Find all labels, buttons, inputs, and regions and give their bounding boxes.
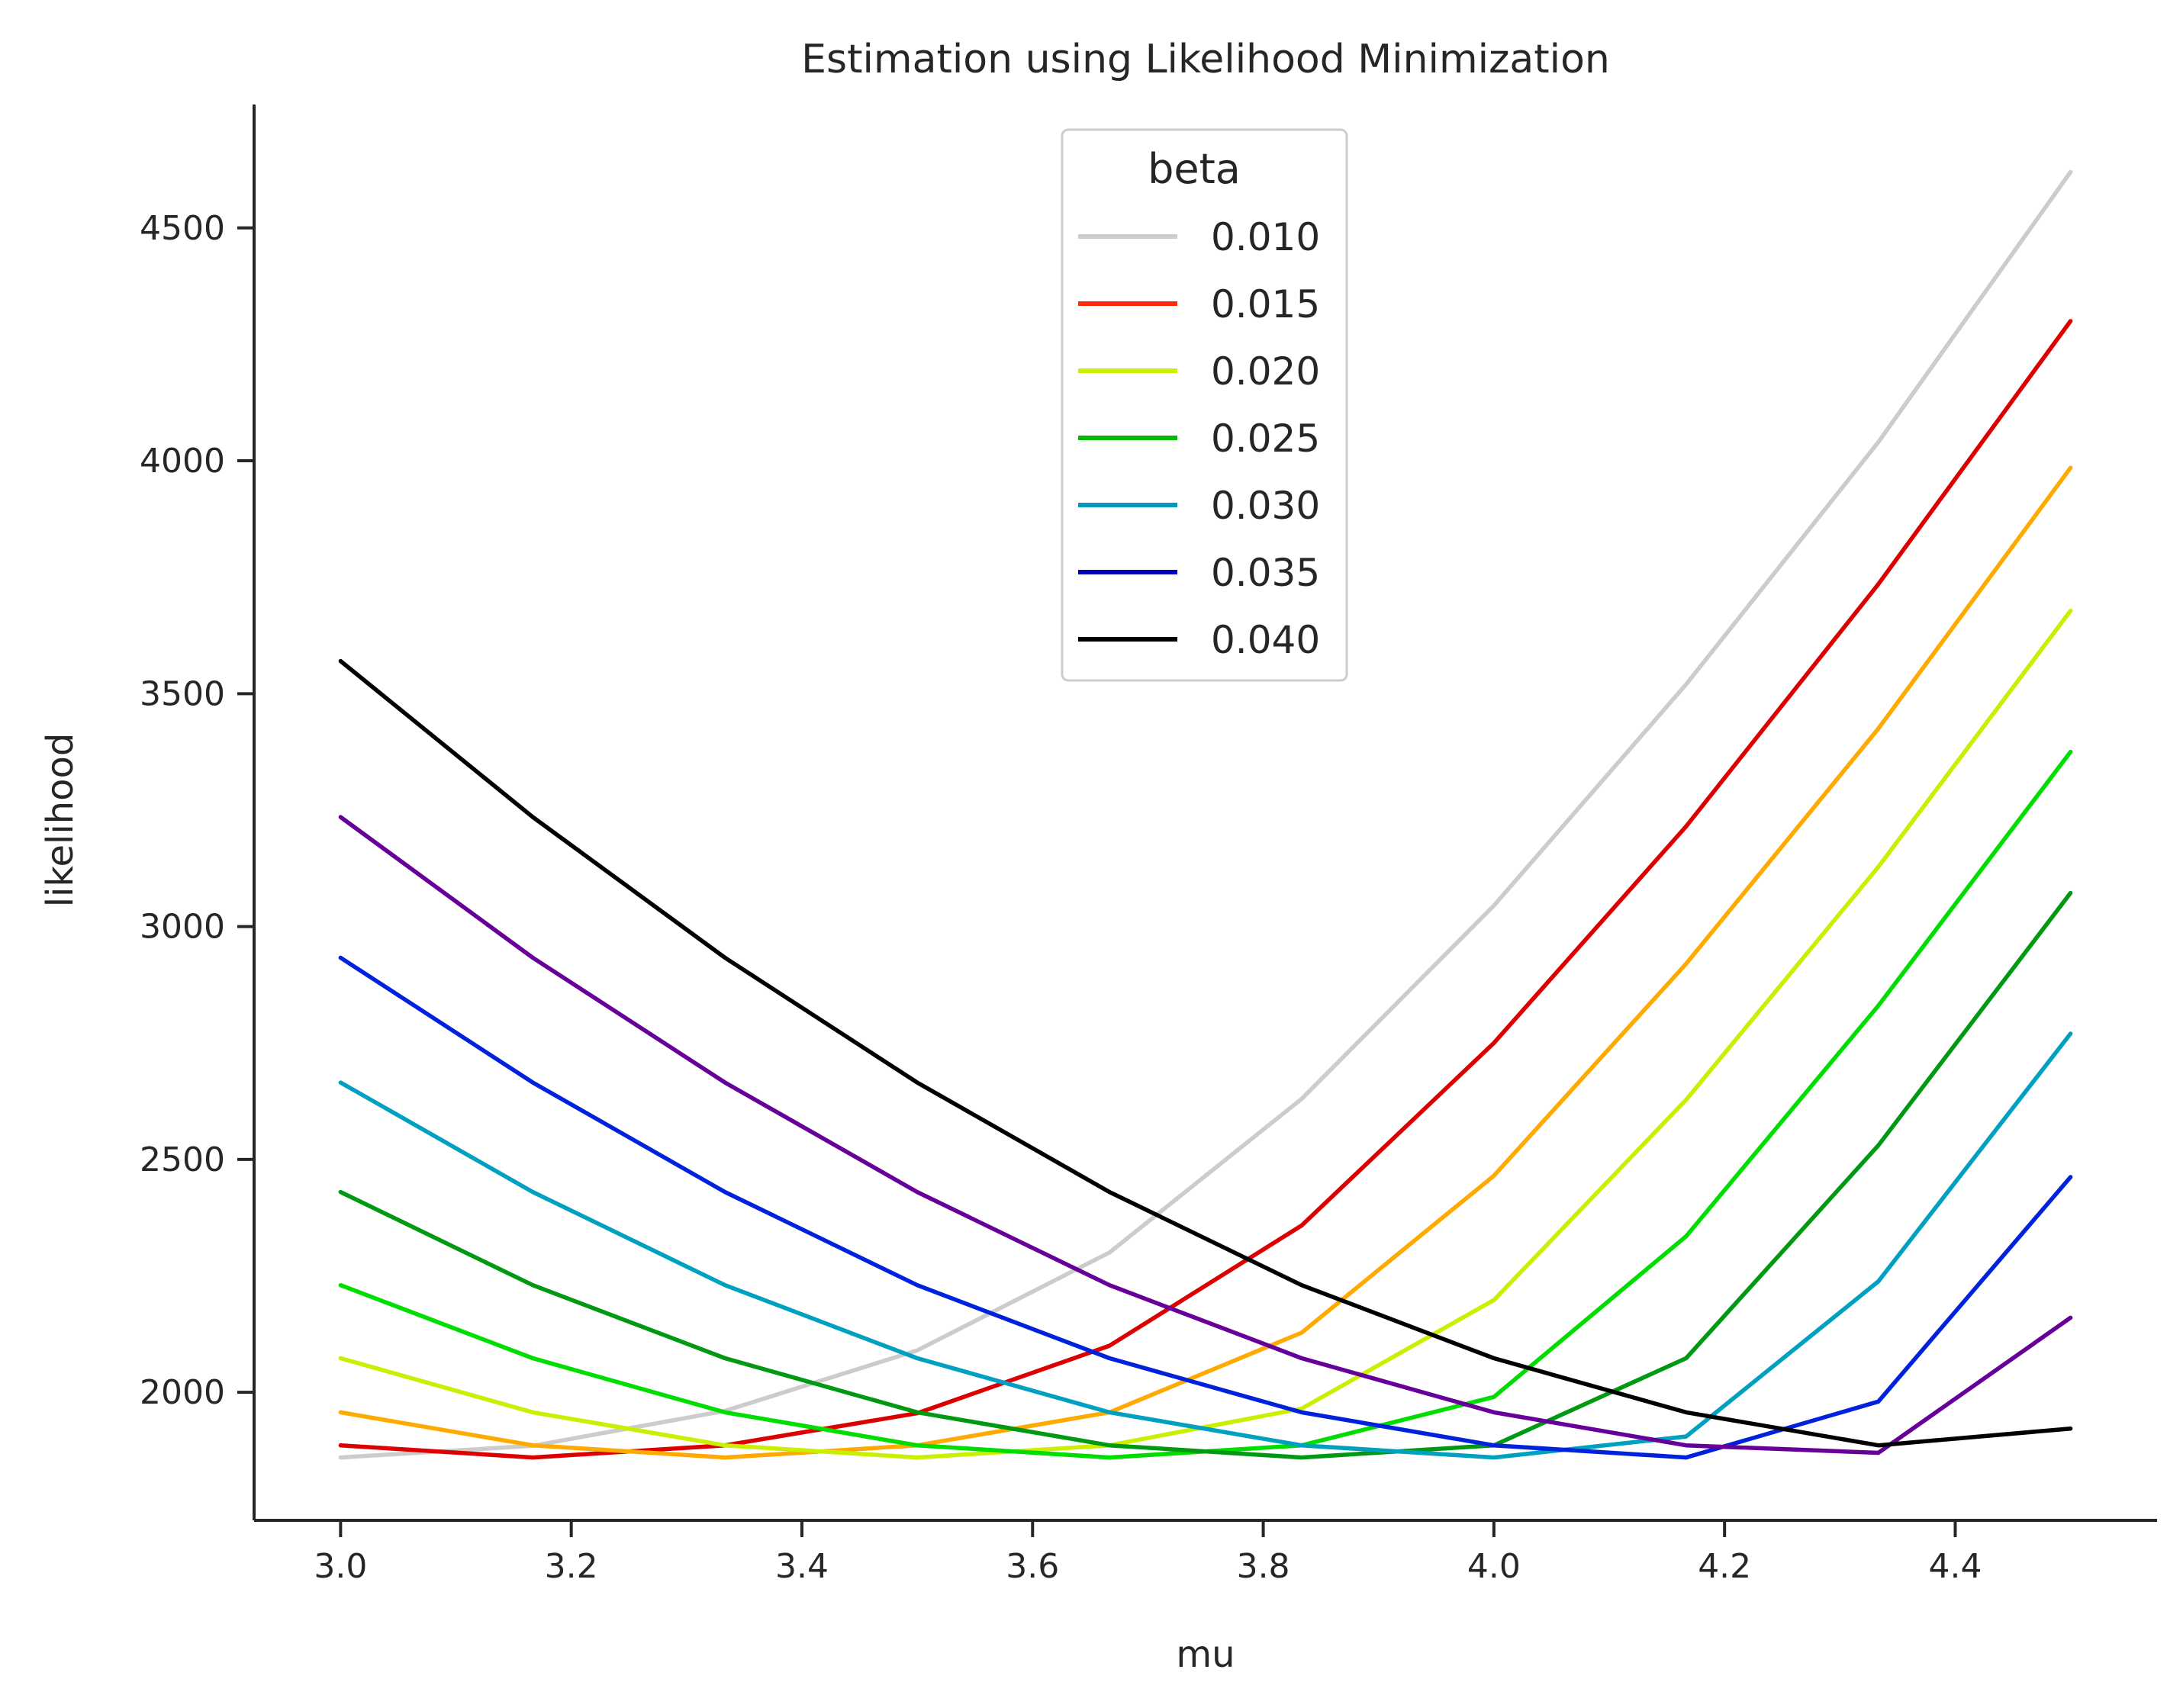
series-line	[338, 749, 2073, 1460]
y-tick-label: 2500	[140, 1140, 225, 1179]
y-tick-label: 3500	[140, 674, 225, 713]
y-tick-label: 3000	[140, 908, 225, 947]
y-tick-label: 2000	[140, 1373, 225, 1412]
x-tick-label: 4.4	[1928, 1547, 1982, 1586]
series-line	[338, 955, 2073, 1460]
y-tick-label: 4000	[140, 442, 225, 481]
x-tick-label: 3.4	[775, 1547, 829, 1586]
plot-lines	[338, 169, 2073, 1460]
x-tick-label: 4.2	[1698, 1547, 1751, 1586]
legend-box	[1061, 128, 1348, 682]
x-tick-label: 3.6	[1006, 1547, 1059, 1586]
x-tick-label: 4.0	[1467, 1547, 1521, 1586]
legend-label: 0.030	[1211, 484, 1320, 528]
series-line	[338, 658, 2073, 1448]
series-line	[338, 1031, 2073, 1460]
x-tick-label: 3.0	[314, 1547, 367, 1586]
legend-label: 0.020	[1211, 349, 1320, 394]
series-line	[338, 465, 2073, 1460]
legend: beta 0.010 0.015 0.020 0.025 0.030 0.035 0.040	[1061, 128, 1348, 682]
x-axis-label: mu	[1176, 1633, 1235, 1676]
legend-label: 0.035	[1211, 551, 1320, 595]
legend-title: beta	[1148, 145, 1241, 193]
legend-label: 0.015	[1211, 282, 1320, 326]
x-tick-label: 3.8	[1237, 1547, 1290, 1586]
chart-title: Estimation using Likelihood Minimization	[801, 37, 1610, 82]
series-line	[338, 608, 2073, 1460]
legend-label: 0.040	[1211, 618, 1320, 662]
legend-entries: 0.010 0.015 0.020 0.025 0.030 0.035 0.040	[1078, 215, 1320, 662]
y-axis-label: likelihood	[39, 733, 82, 908]
series-line	[338, 890, 2073, 1460]
y-ticks: 2000 2500 3000 3500 4000 4500	[140, 209, 254, 1412]
y-tick-label: 4500	[140, 209, 225, 248]
x-ticks: 3.0 3.2 3.4 3.6 3.8 4.0 4.2 4.4	[314, 1520, 1982, 1586]
series-line	[338, 815, 2073, 1455]
x-tick-label: 3.2	[545, 1547, 598, 1586]
legend-label: 0.010	[1211, 215, 1320, 259]
legend-label: 0.025	[1211, 417, 1320, 461]
